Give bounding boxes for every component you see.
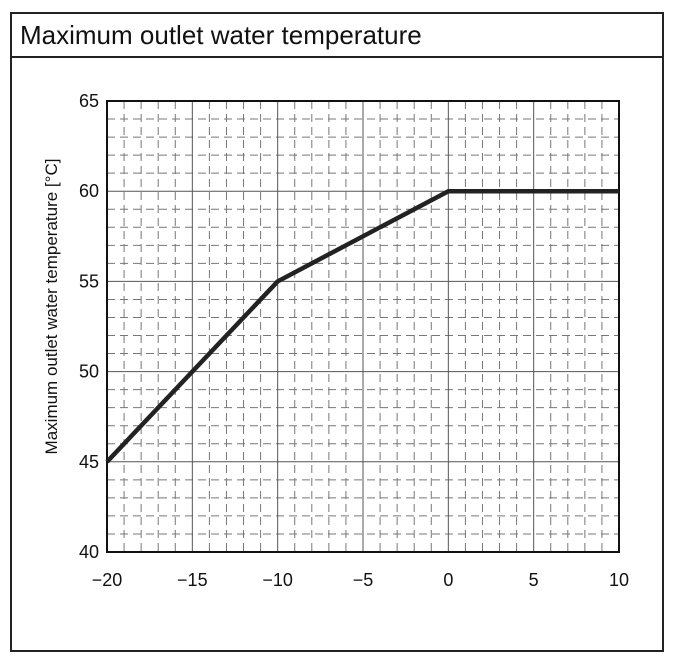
chart-frame: Maximum outlet water temperature [10,12,664,652]
y-tick-label: 65 [79,91,99,111]
plot-area-border [106,100,620,553]
x-tick-label: 0 [443,570,453,590]
x-tick-label: −15 [177,570,208,590]
series-line [105,188,619,464]
y-tick-label: 55 [79,271,99,291]
x-tick-label: −20 [92,570,123,590]
chart-title: Maximum outlet water temperature [20,20,422,50]
chart-title-bar: Maximum outlet water temperature [12,14,662,58]
x-tick-label: −10 [262,570,293,590]
y-axis-label: Maximum outlet water temperature [°C] [42,159,61,455]
x-tick-label: 5 [529,570,539,590]
y-tick-label: 60 [79,181,99,201]
y-tick-label: 50 [79,362,99,382]
x-tick-label: 10 [609,570,629,590]
y-tick-label: 45 [79,452,99,472]
y-tick-label: 40 [79,542,99,562]
x-tick-label: −5 [353,570,374,590]
